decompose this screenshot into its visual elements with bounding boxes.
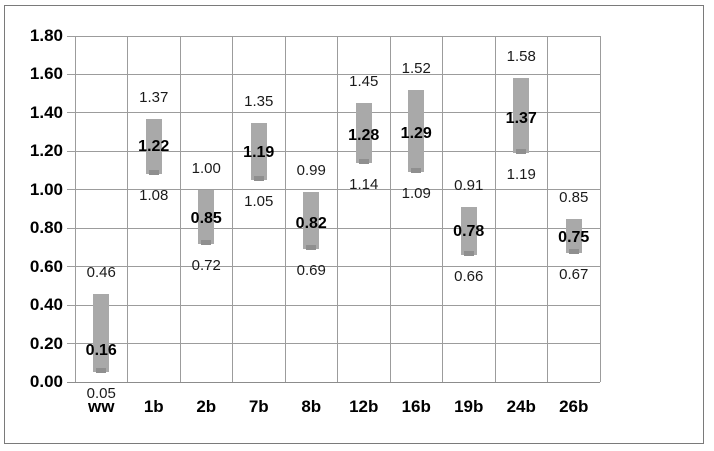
category-label: 12b: [349, 397, 379, 416]
category-label: 16b: [401, 397, 431, 416]
category-label: ww: [88, 397, 115, 416]
v-gridline: [74, 36, 76, 382]
range-bar: [303, 191, 320, 250]
v-gridline: [442, 36, 443, 382]
mid-value-label: 1.19: [243, 144, 275, 162]
y-axis-tick-label: 1.40: [29, 102, 63, 122]
h-gridline: [67, 304, 600, 306]
y-axis-tick-label: 1.60: [29, 64, 63, 84]
y-axis-tick-label: 0.40: [29, 295, 63, 315]
mid-value-label: 0.16: [85, 342, 117, 360]
low-value-marker: [148, 170, 159, 176]
low-value-marker: [463, 251, 474, 257]
h-gridline: [67, 343, 600, 345]
low-value-marker: [306, 245, 317, 251]
high-value-label: 1.52: [401, 59, 431, 77]
mid-value-label: 0.82: [295, 215, 327, 233]
mid-value-label: 0.75: [558, 228, 590, 246]
mid-value-label: 1.37: [505, 109, 537, 127]
v-gridline: [599, 36, 601, 382]
range-bar: [93, 293, 110, 373]
category-label: 26b: [559, 397, 589, 416]
y-axis-tick-label: 0.00: [29, 372, 63, 391]
low-value-marker: [411, 168, 422, 174]
high-value-label: 1.37: [139, 88, 169, 106]
category-label: 19b: [454, 397, 484, 416]
low-value-label: 0.66: [454, 268, 484, 286]
category-label: 24b: [506, 397, 536, 416]
mid-value-label: 1.29: [400, 125, 432, 143]
low-value-marker: [96, 368, 107, 374]
high-value-label: 0.85: [559, 188, 589, 206]
low-value-marker: [358, 158, 369, 164]
category-label: 8b: [301, 397, 322, 416]
mid-value-label: 0.85: [190, 209, 222, 227]
mid-value-label: 0.78: [453, 223, 485, 241]
mid-value-label: 1.22: [138, 138, 170, 156]
y-axis-tick-label: 1.20: [29, 141, 63, 161]
high-value-label: 0.46: [86, 263, 116, 281]
y-axis-tick-label: 1.80: [29, 26, 63, 45]
range-bar: [355, 103, 372, 163]
high-value-label: 1.45: [349, 73, 379, 91]
low-value-label: 0.67: [559, 266, 589, 284]
category-label: 7b: [248, 397, 269, 416]
low-value-label: 0.72: [191, 256, 221, 274]
v-gridline: [494, 36, 496, 382]
low-value-label: 1.19: [506, 166, 536, 184]
y-axis-tick-label: 0.20: [29, 333, 63, 353]
range-bar: [145, 118, 162, 175]
plot-area: 0.46 0.16 0.05 1.37 1.22 1.08 1.00 0.85 0.72 1.35…: [67, 35, 601, 402]
high-value-label: 1.00: [191, 159, 221, 177]
range-bar: [408, 89, 425, 173]
chart-frame: 0.46 0.16 0.05 1.37 1.22 1.08 1.00 0.85 0.72 1.35…: [4, 5, 704, 444]
category-label: 2b: [196, 397, 217, 416]
low-value-marker: [253, 176, 264, 182]
range-bar: [460, 207, 477, 256]
range-bar: [565, 218, 582, 254]
h-gridline: [67, 381, 600, 383]
range-bar: [513, 78, 530, 154]
mid-value-label: 1.28: [348, 126, 380, 144]
high-value-label: 0.99: [296, 161, 326, 179]
low-value-label: 1.08: [139, 187, 169, 205]
y-axis-tick-label: 1.00: [29, 179, 63, 199]
low-value-marker: [516, 149, 527, 155]
v-gridline: [547, 36, 548, 382]
high-value-label: 1.58: [506, 48, 536, 66]
h-gridline: [67, 35, 600, 37]
high-value-label: 1.35: [244, 92, 274, 110]
low-value-label: 0.05: [86, 385, 116, 403]
low-value-marker: [201, 239, 212, 245]
h-gridline: [67, 73, 600, 75]
category-label: 1b: [143, 397, 164, 416]
high-value-label: 0.91: [454, 177, 484, 195]
low-value-label: 1.05: [244, 193, 274, 211]
low-value-label: 1.09: [401, 185, 431, 203]
range-bar: [198, 189, 215, 244]
y-axis-tick-label: 0.80: [29, 218, 63, 238]
low-value-label: 1.14: [349, 175, 379, 193]
low-value-label: 0.69: [296, 262, 326, 280]
range-bar: [250, 122, 267, 181]
low-value-marker: [568, 249, 579, 255]
y-axis-tick-label: 0.60: [29, 256, 63, 276]
